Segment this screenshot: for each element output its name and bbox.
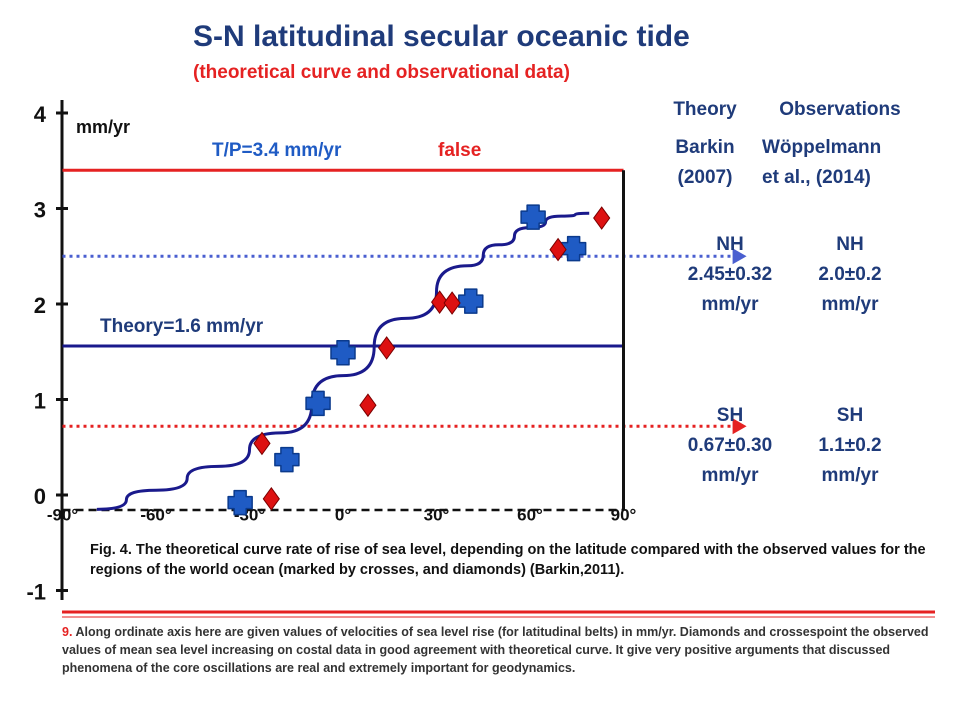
- sh-obs-unit: mm/yr: [821, 465, 879, 486]
- y-tick-label: 1: [34, 389, 46, 414]
- sh-obs-value: 1.1±0.2: [818, 435, 882, 456]
- observations-header: Observations: [779, 99, 901, 120]
- diamond-marker: [443, 291, 461, 315]
- obs-source-name: Wöppelmann: [762, 137, 882, 158]
- y-axis-label: mm/yr: [76, 117, 130, 137]
- sh-theory-unit: mm/yr: [701, 465, 759, 486]
- nh-theory-label: NH: [716, 234, 744, 255]
- nh-theory-value: 2.45±0.32: [687, 264, 773, 285]
- y-tick-label: 4: [34, 102, 47, 127]
- cross-marker: [227, 489, 253, 516]
- diamond-marker: [430, 290, 449, 314]
- slide-note: 9. Along ordinate axis here are given va…: [62, 623, 942, 677]
- theory-source-year: (2007): [677, 167, 733, 188]
- cross-marker: [458, 288, 484, 314]
- figure-caption: Fig. 4. The theoretical curve rate of ri…: [90, 542, 926, 578]
- diamond-marker: [593, 206, 611, 230]
- cross-marker: [274, 446, 300, 473]
- theory-curve: [96, 211, 590, 511]
- cross-marker: [330, 339, 356, 366]
- y-tick-label: 2: [34, 293, 46, 318]
- diamond-marker: [253, 431, 271, 456]
- arrow-head-blue: [732, 248, 747, 265]
- diamond-marker: [549, 237, 567, 262]
- nh-obs-unit: mm/yr: [821, 294, 879, 315]
- chart-title: S-N latitudinal secular oceanic tide: [193, 20, 690, 53]
- x-tick-label: 30°: [424, 505, 450, 524]
- cross-marker: [560, 235, 587, 262]
- annotation-false: false: [438, 140, 481, 161]
- sh-theory-value: 0.67±0.30: [687, 435, 773, 456]
- y-tick-label: 0: [34, 484, 46, 509]
- x-tick-label: 0°: [335, 505, 351, 524]
- annotation-theory: Theory=1.6 mm/yr: [100, 316, 264, 337]
- y-tick-label: -1: [26, 580, 46, 605]
- nh-obs-value: 2.0±0.2: [818, 264, 882, 285]
- x-tick-label: -90°: [47, 505, 79, 524]
- sh-obs-label: SH: [836, 405, 864, 426]
- theory-source: Barkin (2007): [655, 133, 755, 193]
- obs-source-year: et al., (2014): [762, 167, 871, 188]
- diamond-marker: [262, 486, 280, 511]
- theory-header: Theory: [673, 99, 737, 120]
- x-tick-label: 90°: [611, 505, 637, 524]
- nh-theory: NH 2.45±0.32 mm/yr: [660, 230, 800, 320]
- diamond-marker: [378, 336, 396, 360]
- x-tick-label: 60°: [517, 505, 543, 524]
- nh-theory-unit: mm/yr: [701, 294, 759, 315]
- sh-obs: SH 1.1±0.2 mm/yr: [780, 401, 920, 491]
- note-number: 9.: [62, 625, 73, 639]
- sh-theory: SH 0.67±0.30 mm/yr: [660, 401, 800, 491]
- x-tick-label: -60°: [140, 505, 172, 524]
- annotation-tp: T/P=3.4 mm/yr: [212, 140, 342, 161]
- note-text: Along ordinate axis here are given value…: [62, 625, 929, 675]
- nh-obs-label: NH: [836, 234, 864, 255]
- diamond-marker: [359, 393, 377, 418]
- sh-theory-label: SH: [716, 405, 744, 426]
- arrow-head-red: [732, 418, 747, 435]
- nh-obs: NH 2.0±0.2 mm/yr: [780, 230, 920, 320]
- obs-source: Wöppelmann et al., (2014): [762, 133, 922, 193]
- cross-marker: [305, 390, 331, 417]
- y-tick-label: 3: [34, 198, 46, 223]
- theory-source-name: Barkin: [675, 137, 735, 158]
- chart-subtitle: (theoretical curve and observational dat…: [193, 62, 570, 83]
- cross-marker: [520, 204, 546, 230]
